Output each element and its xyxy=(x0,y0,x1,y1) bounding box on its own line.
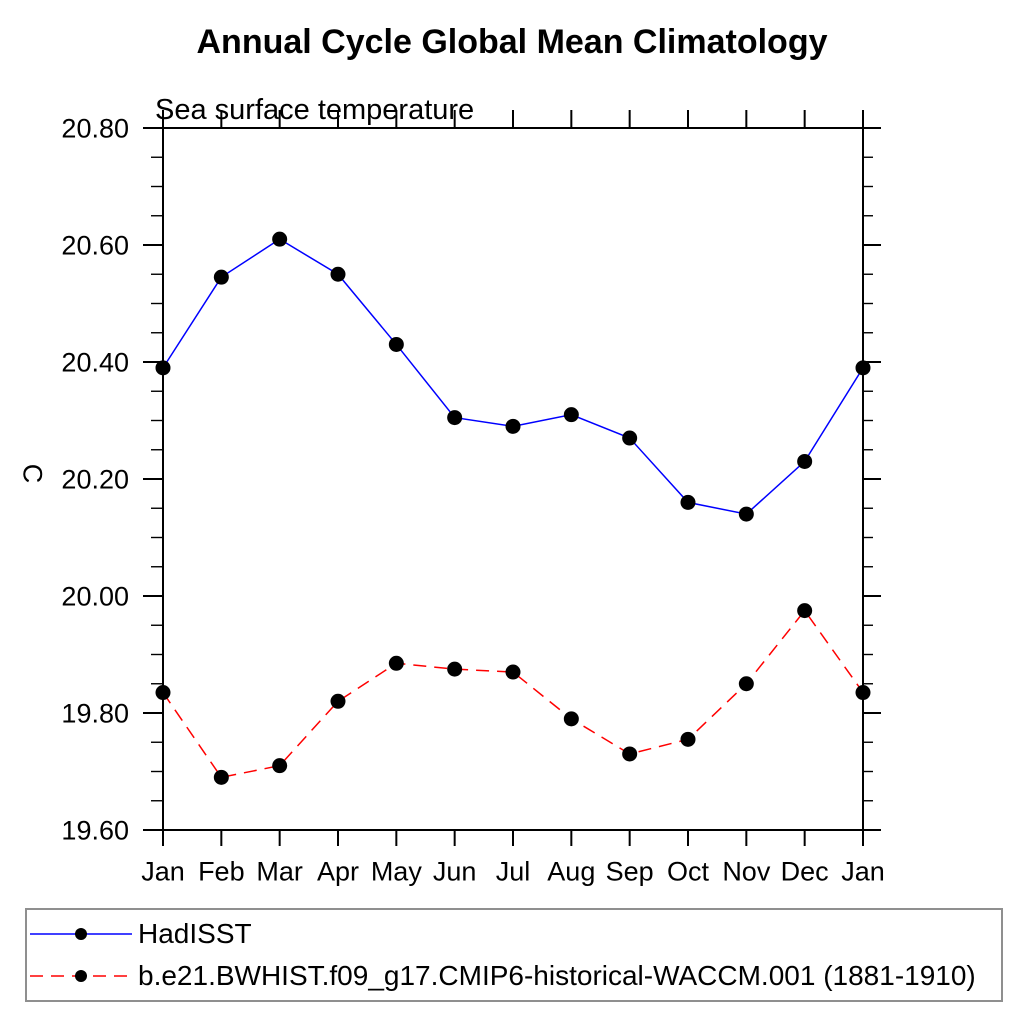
data-point-marker xyxy=(272,758,288,774)
legend: HadISST b.e21.BWHIST.f09_g17.CMIP6-histor… xyxy=(25,908,1003,1002)
data-point-marker xyxy=(213,769,229,785)
x-tick-label: Dec xyxy=(781,856,829,886)
data-point-marker xyxy=(797,453,813,469)
data-point-marker xyxy=(855,360,871,376)
y-tick-label: 20.40 xyxy=(61,347,129,377)
axis-frame xyxy=(162,127,864,831)
y-tick-label: 19.80 xyxy=(61,698,129,728)
series-line-solid xyxy=(162,238,864,515)
y-tick-label: 20.60 xyxy=(61,230,129,260)
data-point-marker xyxy=(622,746,638,762)
data-point-marker xyxy=(563,407,579,423)
chart-title: Annual Cycle Global Mean Climatology xyxy=(196,23,828,61)
y-tick-label: 20.80 xyxy=(61,113,129,143)
data-point-marker xyxy=(505,664,521,680)
x-tick-label: Oct xyxy=(667,856,710,886)
chart-subtitle: Sea surface temperature xyxy=(155,94,475,126)
data-point-marker xyxy=(738,506,754,522)
legend-line-sample xyxy=(30,970,132,982)
data-point-marker xyxy=(738,676,754,692)
x-tick-label: Jan xyxy=(841,856,885,886)
data-point-marker xyxy=(388,336,404,352)
data-point-marker xyxy=(622,430,638,446)
legend-item: HadISST xyxy=(28,919,1001,949)
legend-marker-icon xyxy=(75,928,87,940)
data-point-marker xyxy=(330,266,346,282)
y-tick-label: 20.20 xyxy=(61,464,129,494)
x-tick-label: Apr xyxy=(317,856,359,886)
data-point-marker xyxy=(680,494,696,510)
x-tick-label: Mar xyxy=(256,856,303,886)
x-tick-label: Jul xyxy=(496,856,531,886)
data-point-marker xyxy=(330,693,346,709)
x-tick-label: Aug xyxy=(547,856,595,886)
data-point-marker xyxy=(855,685,871,701)
data-point-marker xyxy=(388,655,404,671)
data-point-marker xyxy=(447,410,463,426)
x-tick-label: Jun xyxy=(433,856,477,886)
data-point-marker xyxy=(213,269,229,285)
x-tick-label: Sep xyxy=(606,856,654,886)
data-point-marker xyxy=(563,711,579,727)
x-tick-label: Nov xyxy=(722,856,771,886)
legend-line-sample xyxy=(30,928,132,940)
legend-label: b.e21.BWHIST.f09_g17.CMIP6-historical-WA… xyxy=(138,960,976,991)
series-line-dashed xyxy=(162,609,864,779)
x-tick-label: May xyxy=(371,856,423,886)
data-point-marker xyxy=(797,603,813,619)
x-tick-label: Feb xyxy=(198,856,245,886)
data-point-marker xyxy=(505,418,521,434)
legend-item: b.e21.BWHIST.f09_g17.CMIP6-historical-WA… xyxy=(28,961,1001,991)
legend-marker-icon xyxy=(75,970,87,982)
y-tick-label: 20.00 xyxy=(61,581,129,611)
data-point-marker xyxy=(155,360,171,376)
data-point-marker xyxy=(272,231,288,247)
x-tick-label: Jan xyxy=(141,856,185,886)
y-tick-label: 19.60 xyxy=(61,815,129,845)
data-point-marker xyxy=(680,731,696,747)
data-point-marker xyxy=(155,685,171,701)
data-point-marker xyxy=(447,661,463,677)
legend-label: HadISST xyxy=(138,918,252,949)
